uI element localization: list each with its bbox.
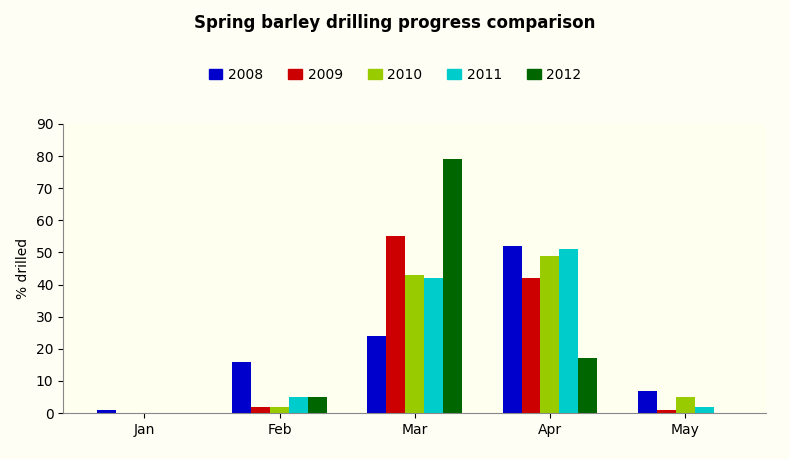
Bar [386, 236, 405, 413]
Bar [502, 246, 521, 413]
Bar [367, 336, 386, 413]
Y-axis label: % drilled: % drilled [17, 238, 30, 299]
Bar [540, 256, 559, 413]
Bar [521, 278, 540, 413]
Bar [656, 410, 675, 413]
Bar [424, 278, 443, 413]
Legend: 2008, 2009, 2010, 2011, 2012: 2008, 2009, 2010, 2011, 2012 [203, 62, 587, 87]
Text: Spring barley drilling progress comparison: Spring barley drilling progress comparis… [194, 14, 596, 32]
Bar [270, 407, 289, 413]
Bar [443, 159, 462, 413]
Bar [559, 249, 578, 413]
Bar [251, 407, 270, 413]
Bar [289, 397, 308, 413]
Bar [694, 407, 713, 413]
Bar [675, 397, 694, 413]
Bar [578, 358, 597, 413]
Bar [97, 410, 116, 413]
Bar [232, 362, 251, 413]
Bar [405, 275, 424, 413]
Bar [308, 397, 327, 413]
Bar [638, 391, 656, 413]
